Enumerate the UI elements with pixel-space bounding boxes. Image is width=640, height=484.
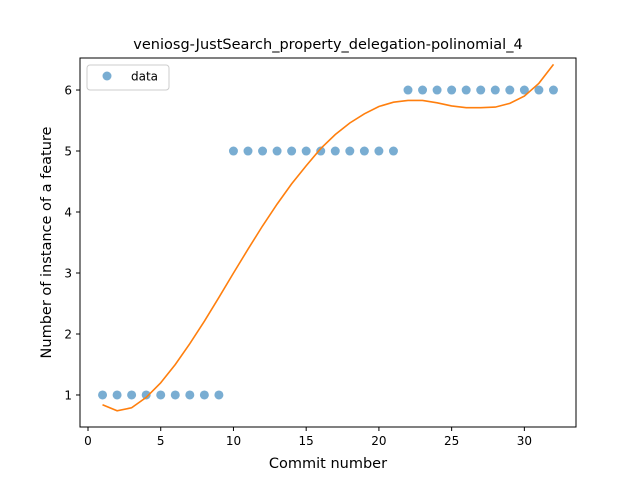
legend-box <box>86 64 170 91</box>
data-point <box>98 390 108 400</box>
data-point <box>258 146 268 156</box>
x-tick-label: 20 <box>371 434 386 448</box>
data-point <box>374 146 384 156</box>
data-point <box>388 146 398 156</box>
y-tick-label: 6 <box>64 84 72 98</box>
x-axis-label: Commit number <box>269 456 387 472</box>
data-point <box>447 85 457 95</box>
y-tick-label: 3 <box>64 266 72 280</box>
data-point <box>490 85 500 95</box>
x-tick-label: 25 <box>444 434 459 448</box>
data-point <box>156 390 166 400</box>
data-point <box>461 85 471 95</box>
data-point <box>112 390 122 400</box>
plot-area <box>98 63 558 412</box>
data-point <box>199 390 209 400</box>
data-point <box>519 85 529 95</box>
y-axis-label: Number of instance of a feature <box>39 126 55 358</box>
x-tick-label: 30 <box>517 434 532 448</box>
axes: 0 5 10 15 20 25 30 1 2 3 4 5 6 <box>64 84 532 448</box>
data-point <box>141 390 151 400</box>
chart-title: veniosg-JustSearch_property_delegation-p… <box>133 37 522 53</box>
data-point <box>301 146 311 156</box>
data-point <box>272 146 282 156</box>
data-point <box>548 85 558 95</box>
x-tick-label: 0 <box>84 434 92 448</box>
fit-line <box>102 63 555 412</box>
data-point <box>243 146 253 156</box>
data-point <box>316 146 326 156</box>
data-point <box>185 390 195 400</box>
data-point <box>345 146 355 156</box>
data-point <box>330 146 340 156</box>
data-point <box>476 85 486 95</box>
data-point <box>505 85 515 95</box>
y-tick-label: 2 <box>64 327 72 341</box>
data-point <box>403 85 413 95</box>
data-point <box>418 85 428 95</box>
data-point <box>432 85 442 95</box>
plot-frame <box>79 57 577 428</box>
legend-marker-data <box>102 71 112 81</box>
legend-label-data: data <box>131 70 158 84</box>
data-point <box>127 390 137 400</box>
data-point <box>534 85 544 95</box>
y-tick-label: 1 <box>64 388 72 402</box>
data-point <box>170 390 180 400</box>
y-tick-label: 5 <box>64 145 72 159</box>
x-tick-label: 15 <box>299 434 314 448</box>
legend: data <box>86 64 170 91</box>
data-point <box>287 146 297 156</box>
y-tick-label: 4 <box>64 206 72 220</box>
x-tick-label: 5 <box>157 434 165 448</box>
x-tick-label: 10 <box>226 434 241 448</box>
data-point <box>214 390 224 400</box>
data-point <box>359 146 369 156</box>
data-point <box>228 146 238 156</box>
